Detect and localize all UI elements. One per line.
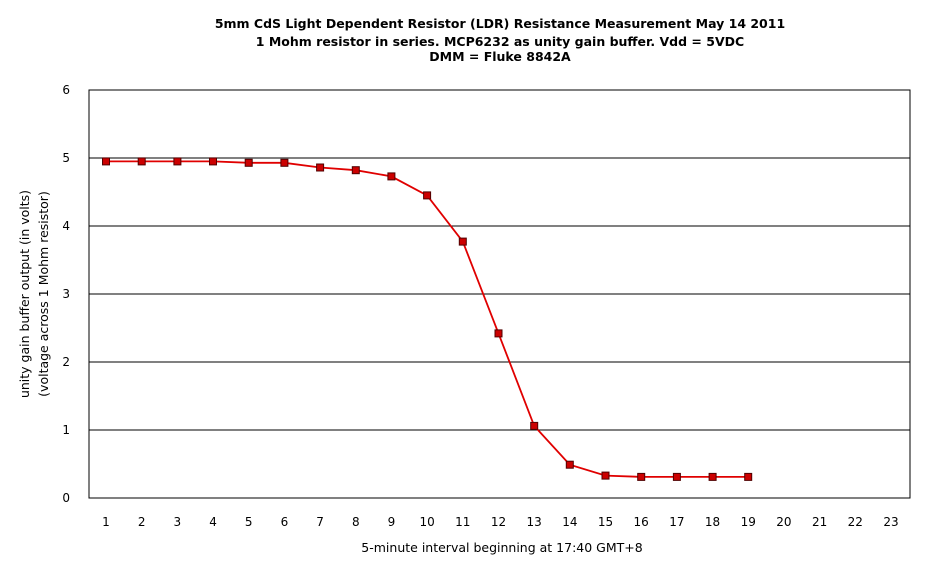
data-point bbox=[530, 421, 539, 430]
x-tick-label: 9 bbox=[388, 515, 396, 529]
data-point bbox=[494, 329, 503, 338]
data-point bbox=[423, 191, 432, 200]
x-tick-label: 20 bbox=[776, 515, 791, 529]
x-tick-label: 5 bbox=[245, 515, 253, 529]
data-point bbox=[280, 158, 289, 167]
data-point bbox=[351, 166, 360, 175]
data-point bbox=[387, 172, 396, 181]
chart-title: 5mm CdS Light Dependent Resistor (LDR) R… bbox=[215, 16, 785, 64]
y-tick-label: 3 bbox=[62, 287, 70, 301]
x-tick-label: 7 bbox=[316, 515, 324, 529]
y-tick-label: 1 bbox=[62, 423, 70, 437]
y-axis-label-line-2: (voltage across 1 Mohm resistor) bbox=[36, 191, 51, 397]
data-point bbox=[458, 237, 467, 246]
data-point bbox=[744, 472, 753, 481]
x-tick-label: 15 bbox=[598, 515, 613, 529]
x-tick-label: 18 bbox=[705, 515, 720, 529]
data-point bbox=[209, 157, 217, 166]
x-tick-label: 2 bbox=[138, 515, 146, 529]
x-tick-label: 22 bbox=[848, 515, 863, 529]
x-tick-label: 3 bbox=[174, 515, 182, 529]
series-1 bbox=[102, 157, 753, 481]
x-tick-label: 4 bbox=[209, 515, 217, 529]
x-tick-label: 13 bbox=[527, 515, 542, 529]
x-tick-label: 1 bbox=[102, 515, 110, 529]
data-point bbox=[316, 163, 325, 172]
x-tick-label: 14 bbox=[562, 515, 577, 529]
y-tick-label: 0 bbox=[62, 491, 70, 505]
y-tick-labels: 0 1 2 3 4 5 6 bbox=[62, 83, 70, 505]
title-line-3: DMM = Fluke 8842A bbox=[429, 49, 571, 64]
data-point bbox=[601, 471, 610, 480]
y-axis-label: unity gain buffer output (in volts) (vol… bbox=[17, 190, 51, 398]
data-point bbox=[173, 157, 182, 166]
y-tick-label: 2 bbox=[62, 355, 70, 369]
x-tick-label: 21 bbox=[812, 515, 827, 529]
x-tick-labels: 1 2 3 4 5 6 7 8 9 10 11 12 13 14 15 16 17 18 19 20 21 22 23 bbox=[102, 515, 898, 529]
title-line-1: 5mm CdS Light Dependent Resistor (LDR) R… bbox=[215, 16, 785, 31]
data-point bbox=[102, 157, 110, 166]
x-tick-label: 12 bbox=[491, 515, 506, 529]
gridlines bbox=[89, 157, 910, 431]
title-line-2: 1 Mohm resistor in series. MCP6232 as un… bbox=[256, 34, 744, 49]
data-point bbox=[137, 157, 146, 166]
y-axis-label-line-1: unity gain buffer output (in volts) bbox=[17, 190, 32, 398]
y-tick-label: 5 bbox=[62, 151, 70, 165]
data-point bbox=[565, 460, 574, 469]
data-point bbox=[672, 472, 681, 481]
plot-area bbox=[88, 89, 911, 499]
x-tick-label: 10 bbox=[419, 515, 434, 529]
y-tick-label: 6 bbox=[62, 83, 70, 97]
x-tick-label: 19 bbox=[741, 515, 756, 529]
x-tick-label: 11 bbox=[455, 515, 470, 529]
y-tick-label: 4 bbox=[62, 219, 70, 233]
data-point bbox=[708, 472, 717, 481]
x-tick-label: 16 bbox=[634, 515, 649, 529]
x-tick-label: 23 bbox=[883, 515, 898, 529]
x-axis-label: 5-minute interval beginning at 17:40 GMT… bbox=[361, 540, 642, 555]
data-point bbox=[637, 472, 646, 481]
x-tick-label: 17 bbox=[669, 515, 684, 529]
data-point bbox=[244, 158, 253, 167]
x-tick-label: 6 bbox=[281, 515, 289, 529]
x-tick-label: 8 bbox=[352, 515, 360, 529]
